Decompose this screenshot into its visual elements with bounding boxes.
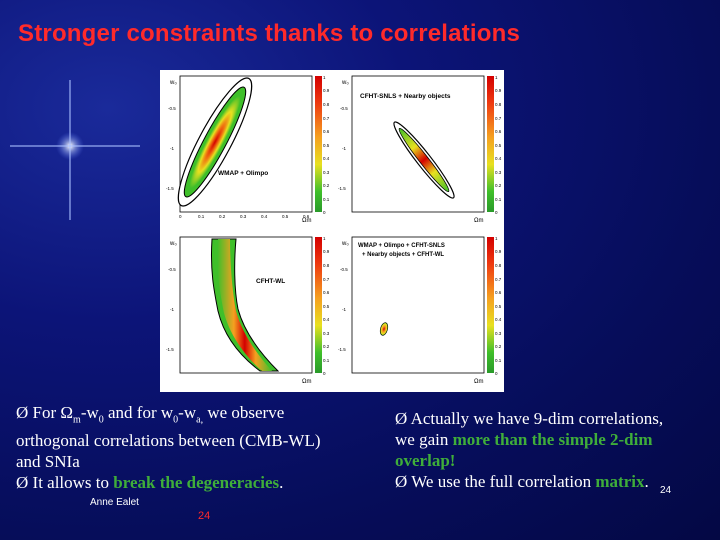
y-tick: -0.5 [340,267,348,272]
y-tick: -0.5 [340,106,348,111]
colorbar-tick: 0.6 [323,129,330,134]
colorbar-tick: 0.2 [495,344,502,349]
right-line-2: we gain more than the simple 2-dim [395,429,717,450]
colorbar-tick: 0.8 [323,102,330,107]
right-line-1: Ø Actually we have 9-dim correlations, [395,408,717,429]
y-tick: -1 [342,146,346,151]
colorbar-tick: 0.7 [495,116,502,121]
x-tick: 0 [179,214,182,219]
highlight-matrix: matrix [595,472,644,491]
colorbar-tick: 0.6 [495,129,502,134]
left-line-1: Ø For Ωm-w0 and for w0-wa, we observe [16,402,388,430]
panel-label: CFHT-SNLS + Nearby objects [360,93,451,100]
colorbar-tick: 0 [495,371,498,376]
colorbar-tick: 0.9 [495,249,502,254]
colorbar-tick: 0.5 [323,304,330,309]
colorbar-tick: 0.7 [323,116,330,121]
y-tick: -1 [170,146,174,151]
colorbar-tick: 0.2 [323,344,330,349]
panel-cfht-snls: w₀ Ωm CFHT-SNLS + Nearby objects 1 0.9 0… [332,70,504,231]
colorbar-tick: 0.4 [323,156,330,161]
x-axis-label: Ωm [302,379,311,385]
colorbar-tick: 0.4 [495,156,502,161]
panel-wmap-olimpo: w₀ Ωm WMAP + Olimpo 1 0.9 0.8 0.7 0.6 0.… [160,70,332,231]
colorbar-tick: 0.5 [495,304,502,309]
colorbar-tick: 0.9 [323,249,330,254]
colorbar-tick: 0.2 [323,183,330,188]
y-tick: -1.5 [166,347,174,352]
likelihood-contour-figure: w₀ Ωm WMAP + Olimpo 1 0.9 0.8 0.7 0.6 0.… [160,70,504,392]
panel-label: WMAP + Olimpo [218,170,268,177]
colorbar-tick: 0.2 [495,183,502,188]
y-tick: -1.5 [166,186,174,191]
x-tick: 0.1 [198,214,205,219]
colorbar-tick: 0 [323,210,326,215]
colorbar-tick: 0.5 [495,143,502,148]
y-tick: -1.5 [338,186,346,191]
colorbar-tick: 0.1 [495,358,502,363]
y-axis-label: w₀ [341,80,349,86]
colorbar-tick: 1 [323,75,326,80]
y-tick: -1.5 [338,347,346,352]
left-line-2: orthogonal correlations between (CMB-WL) [16,430,388,451]
colorbar-tick: 0.8 [495,102,502,107]
lens-flare-decoration [10,80,140,220]
panel-label-line1: WMAP + Olimpo + CFHT-SNLS [358,243,445,249]
x-tick: 0.6 [303,214,310,219]
colorbar-tick: 0.1 [323,358,330,363]
right-line-3: overlap! [395,450,717,471]
colorbar-tick: 0.4 [323,317,330,322]
colorbar-tick: 0 [323,371,326,376]
footer-page-number: 24 [660,485,671,496]
colorbar-tick: 0.5 [323,143,330,148]
panel-cfht-wl: w₀ Ωm CFHT-WL 1 0.9 0.8 0.7 0.6 0.5 0.4 … [160,231,332,392]
colorbar-tick: 0.3 [495,331,502,336]
colorbar-tick: 0.6 [323,290,330,295]
colorbar-tick: 0.6 [495,290,502,295]
right-text-block: Ø Actually we have 9-dim correlations, w… [395,408,717,492]
left-line-3: and SNIa [16,451,388,472]
highlight-break-degeneracies: break the degeneracies [113,473,279,492]
y-tick: -1 [342,307,346,312]
x-axis-label: Ωm [474,379,483,385]
colorbar-tick: 1 [495,236,498,241]
colorbar-tick: 0.3 [323,331,330,336]
x-tick: 0.5 [282,214,289,219]
colorbar-tick: 0.7 [495,277,502,282]
left-line-4: Ø It allows to break the degeneracies. [16,472,388,493]
colorbar-tick: 0.9 [323,88,330,93]
slide-title: Stronger constraints thanks to correlati… [18,20,520,48]
y-tick: -1 [170,307,174,312]
colorbar-tick: 0.8 [495,263,502,268]
x-tick: 0.3 [240,214,247,219]
colorbar-tick: 0.3 [495,170,502,175]
x-tick: 0.4 [261,214,268,219]
y-tick: -0.5 [168,106,176,111]
colorbar-tick: 1 [323,236,326,241]
highlight-more-than: more than the simple 2-dim [453,430,653,449]
colorbar-tick: 0 [495,210,498,215]
colorbar-tick: 0.9 [495,88,502,93]
y-axis-label: w₀ [169,80,177,86]
colorbar-tick: 0.7 [323,277,330,282]
y-tick: -0.5 [168,267,176,272]
colorbar-tick: 0.1 [323,197,330,202]
panel-label-line2: + Nearby objects + CFHT-WL [362,252,444,258]
colorbar-tick: 0.4 [495,317,502,322]
colorbar-tick: 0.8 [323,263,330,268]
panel-combined: w₀ Ωm WMAP + Olimpo + CFHT-SNLS + Nearby… [332,231,504,392]
x-axis-label: Ωm [474,218,483,224]
panel-label: CFHT-WL [256,278,285,285]
y-axis-label: w₀ [341,241,349,247]
y-axis-label: w₀ [169,241,177,247]
x-tick: 0.2 [219,214,226,219]
highlight-overlap: overlap! [395,451,455,470]
author-name: Anne Ealet [90,497,139,508]
colorbar-tick: 0.3 [323,170,330,175]
colorbar-tick: 0.1 [495,197,502,202]
page-number: 24 [198,510,210,522]
colorbar-tick: 1 [495,75,498,80]
left-text-block: Ø For Ωm-w0 and for w0-wa, we observe or… [16,402,388,493]
